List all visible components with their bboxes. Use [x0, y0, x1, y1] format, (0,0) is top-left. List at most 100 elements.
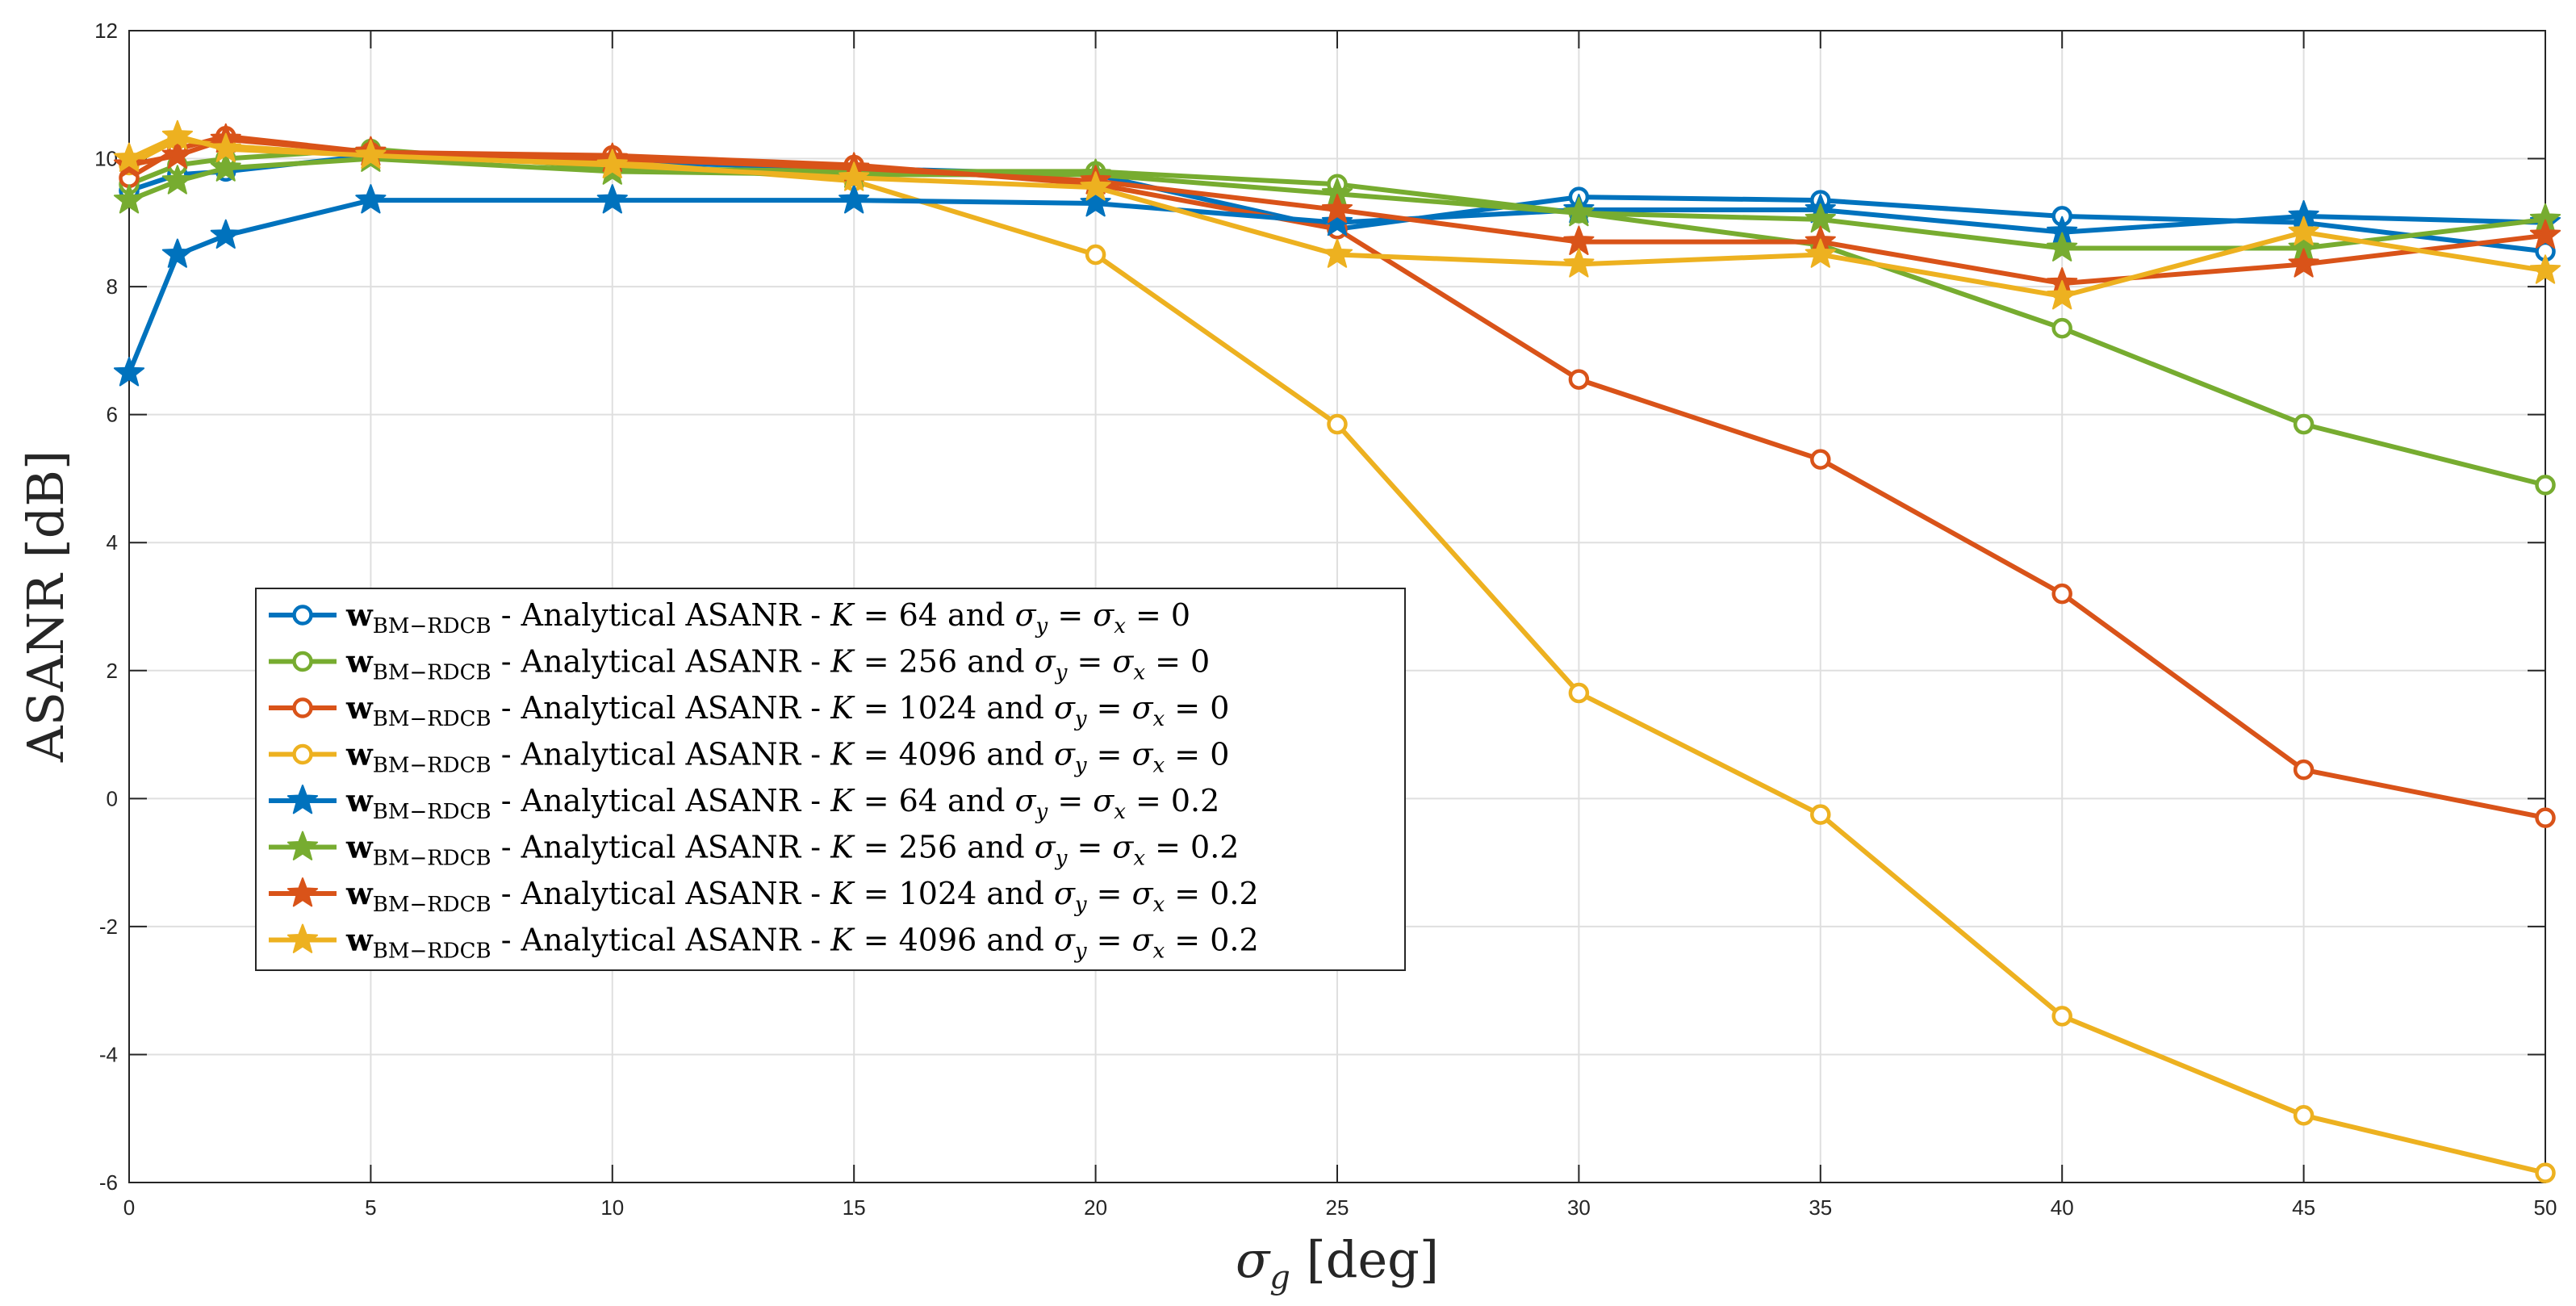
legend-sigma-x-sub: x: [1153, 754, 1165, 778]
legend-k: K: [830, 597, 855, 633]
legend-sigma-x: σ: [1132, 737, 1154, 772]
y-tick-label: 4: [107, 530, 118, 555]
legend-k: K: [830, 644, 855, 680]
data-point: [161, 165, 193, 195]
legend-sigma-value: = 0: [1165, 690, 1229, 726]
legend-sigma-x-sub: x: [1153, 893, 1165, 917]
legend-sigma-y: σ: [1035, 644, 1056, 680]
legend-eq: =: [1048, 597, 1093, 633]
data-point: [210, 219, 241, 249]
legend-k-value: = 64 and: [854, 597, 1015, 633]
data-point: [1080, 187, 1111, 217]
data-point: [1321, 238, 1353, 268]
legend-marker: [286, 831, 319, 860]
data-point: [1321, 194, 1353, 224]
data-point: [2535, 807, 2556, 828]
legend-sigma-x-sub: x: [1153, 940, 1165, 964]
legend-sigma-x: σ: [1112, 830, 1134, 865]
data-point: [2293, 759, 2315, 781]
legend-w: w: [345, 782, 374, 818]
legend-sigma-x-sub: x: [1114, 800, 1126, 824]
data-point: [210, 132, 241, 162]
legend-w-sub: BM−RDCB: [373, 754, 491, 778]
x-axis-subscript: g: [1269, 1259, 1290, 1296]
legend-sigma-y-sub: y: [1055, 661, 1068, 685]
legend-k: K: [830, 923, 855, 958]
x-tick-label: 40: [2051, 1195, 2074, 1220]
legend-k: K: [830, 830, 855, 865]
data-point: [1568, 682, 1590, 704]
data-point: [1563, 196, 1595, 227]
legend-text-mid: - Analytical ASANR -: [491, 783, 831, 818]
x-tick-label: 5: [365, 1195, 376, 1220]
legend-text-mid: - Analytical ASANR -: [491, 737, 831, 772]
data-point: [210, 152, 241, 182]
legend-eq: =: [1067, 830, 1112, 865]
data-point: [2293, 413, 2315, 435]
legend-item: wBM−RDCB - Analytical ASANR - K = 1024 a…: [269, 689, 1229, 731]
data-point: [2051, 1006, 2072, 1027]
x-tick-label: 20: [1084, 1195, 1107, 1220]
legend-sigma-y: σ: [1015, 597, 1037, 633]
legend-k: K: [830, 737, 855, 772]
data-point: [596, 184, 628, 214]
legend-k-value: = 4096 and: [854, 737, 1054, 772]
legend-label: wBM−RDCB - Analytical ASANR - K = 4096 a…: [345, 922, 1259, 964]
legend-item: wBM−RDCB - Analytical ASANR - K = 256 an…: [269, 829, 1239, 871]
legend-w: w: [345, 596, 374, 633]
data-point: [1810, 804, 1831, 825]
legend-label: wBM−RDCB - Analytical ASANR - K = 256 an…: [345, 643, 1210, 685]
legend-w: w: [345, 875, 374, 911]
legend-marker: [286, 923, 319, 953]
legend-box: [255, 588, 1406, 971]
data-point: [838, 184, 870, 214]
legend-w-sub: BM−RDCB: [373, 661, 491, 685]
legend-sigma-y-sub: y: [1055, 847, 1068, 871]
legend-label: wBM−RDCB - Analytical ASANR - K = 64 and…: [345, 596, 1190, 638]
legend-sigma-y: σ: [1054, 876, 1076, 911]
legend-marker: [286, 785, 319, 814]
legend-k-value: = 4096 and: [854, 923, 1054, 958]
legend-w-sub: BM−RDCB: [373, 893, 491, 917]
legend-w-sub: BM−RDCB: [373, 847, 491, 871]
data-point: [2535, 475, 2556, 496]
legend-k-value: = 256 and: [854, 830, 1035, 865]
legend-w-sub: BM−RDCB: [373, 800, 491, 824]
x-tick-label: 45: [2292, 1195, 2315, 1220]
legend-sigma-value: = 0.2: [1126, 783, 1219, 818]
legend-sigma-y: σ: [1054, 690, 1076, 726]
data-point: [113, 142, 145, 172]
legend-w: w: [345, 922, 374, 958]
x-tick-label: 25: [1326, 1195, 1349, 1220]
data-point: [2529, 219, 2561, 249]
legend-sigma-value: = 0: [1165, 737, 1229, 772]
data-point: [355, 184, 387, 214]
legend-sigma-x-sub: x: [1153, 707, 1165, 731]
x-tick-label: 15: [843, 1195, 866, 1220]
legend-item: wBM−RDCB - Analytical ASANR - K = 4096 a…: [269, 922, 1259, 964]
legend-text-mid: - Analytical ASANR -: [491, 876, 831, 911]
legend-k: K: [830, 876, 855, 911]
data-point: [838, 161, 870, 191]
legend-marker: [292, 743, 313, 765]
data-point: [1327, 413, 1348, 435]
x-tick-label: 35: [1809, 1195, 1832, 1220]
data-point: [2051, 317, 2072, 339]
legend-eq: =: [1087, 923, 1132, 958]
legend-eq: =: [1087, 737, 1132, 772]
data-point: [2529, 254, 2561, 284]
legend-label: wBM−RDCB - Analytical ASANR - K = 4096 a…: [345, 736, 1229, 778]
legend-item: wBM−RDCB - Analytical ASANR - K = 64 and…: [269, 596, 1190, 638]
data-point: [1563, 248, 1595, 278]
legend-k-value: = 256 and: [854, 644, 1035, 680]
legend-sigma-y-sub: y: [1074, 707, 1087, 731]
y-tick-label: 10: [94, 147, 118, 171]
legend-w-sub: BM−RDCB: [373, 614, 491, 638]
data-point: [1568, 369, 1590, 390]
legend-text-mid: - Analytical ASANR -: [491, 923, 831, 958]
y-tick-label: 6: [107, 403, 118, 427]
legend-sigma-x: σ: [1093, 597, 1114, 633]
data-point: [2051, 583, 2072, 605]
y-axis-title: ASANR [dB]: [16, 450, 75, 763]
